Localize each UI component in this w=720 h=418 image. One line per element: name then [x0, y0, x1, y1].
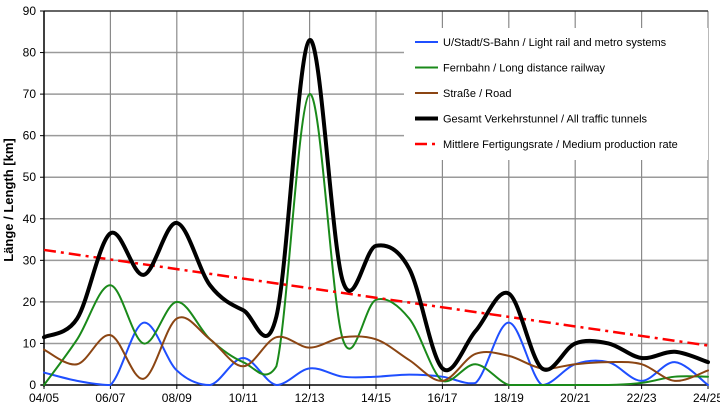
data-series — [42, 38, 710, 386]
legend-label: Fernbahn / Long distance railway — [443, 63, 606, 75]
y-tick-label: 50 — [23, 170, 37, 184]
y-tick-label: 40 — [23, 212, 37, 226]
x-tick-label: 06/07 — [95, 391, 125, 405]
legend-label: U/Stadt/S-Bahn / Light rail and metro sy… — [443, 37, 667, 49]
legend: U/Stadt/S-Bahn / Light rail and metro sy… — [415, 37, 678, 151]
y-tick-label: 10 — [23, 336, 37, 350]
y-axis-label: Länge / Length [km] — [1, 138, 16, 262]
x-tick-label: 16/17 — [427, 391, 457, 405]
y-axis-ticks: 0 10 20 30 40 50 60 70 80 90 — [23, 4, 44, 392]
y-tick-label: 80 — [23, 46, 37, 60]
legend-label: Gesamt Verkehrstunnel / All traffic tunn… — [443, 114, 648, 126]
y-tick-label: 20 — [23, 295, 37, 309]
x-axis-ticks: 04/05 06/07 08/09 10/11 12/13 14/15 16/17 18/19… — [29, 385, 720, 405]
x-tick-label: 08/09 — [162, 391, 192, 405]
series-line-4 — [43, 248, 709, 347]
x-tick-label: 18/19 — [494, 391, 524, 405]
grid-lines — [44, 10, 709, 385]
series-line-3 — [42, 38, 710, 373]
x-tick-label: 10/11 — [229, 391, 258, 405]
series-line-0 — [43, 321, 709, 386]
y-tick-label: 90 — [23, 4, 37, 18]
x-tick-label: 14/15 — [361, 391, 391, 405]
y-tick-label: 60 — [23, 129, 37, 143]
series-line-1 — [43, 93, 709, 386]
legend-label: Straße / Road — [443, 88, 511, 100]
y-tick-label: 70 — [23, 87, 37, 101]
y-tick-label: 0 — [29, 378, 36, 392]
y-tick-label: 30 — [23, 253, 37, 267]
series-line-2 — [43, 316, 709, 382]
legend-background — [404, 28, 708, 160]
x-tick-label: 20/21 — [560, 391, 590, 405]
x-tick-label: 04/05 — [29, 391, 59, 405]
x-tick-label: 24/25 — [693, 391, 720, 405]
legend-label: Mittlere Fertigungsrate / Medium product… — [443, 139, 678, 151]
x-tick-label: 22/23 — [627, 391, 657, 405]
x-tick-label: 12/13 — [295, 391, 325, 405]
